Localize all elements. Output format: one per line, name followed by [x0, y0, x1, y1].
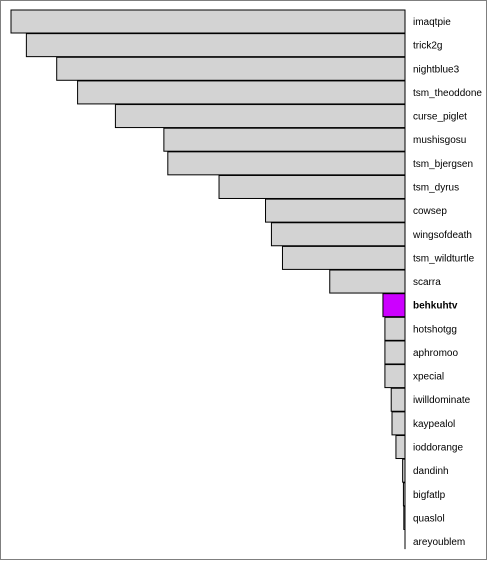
bar-label-bigfatlp: bigfatlp [413, 490, 446, 501]
bar-label-iwilldominate: iwilldominate [413, 395, 471, 406]
bar-kaypealol [391, 411, 406, 436]
bar-label-cowsep: cowsep [413, 206, 447, 217]
bar-iwilldominate [390, 387, 406, 412]
bar-trick2g [25, 33, 406, 58]
bar-ioddorange [395, 435, 406, 460]
bar-tsm_theoddone [77, 80, 406, 105]
bar-label-curse_piglet: curse_piglet [413, 112, 467, 123]
bar-label-hotshotgg: hotshotgg [413, 324, 457, 335]
bar-label-scarra: scarra [413, 277, 441, 288]
bar-label-xpecial: xpecial [413, 372, 444, 383]
bar-label-behkuhtv: behkuhtv [413, 301, 458, 312]
bar-xpecial [384, 364, 406, 389]
bar-cowsep [265, 198, 406, 223]
bar-label-nightblue3: nightblue3 [413, 64, 460, 75]
bar-label-trick2g: trick2g [413, 41, 442, 52]
bar-label-tsm_bjergsen: tsm_bjergsen [413, 159, 473, 170]
bar-label-wingsofdeath: wingsofdeath [412, 230, 472, 241]
bar-label-tsm_wildturtle: tsm_wildturtle [413, 253, 475, 264]
bar-nightblue3 [56, 56, 406, 81]
bar-aphromoo [384, 340, 406, 365]
bar-label-aphromoo: aphromoo [413, 348, 458, 359]
bar-label-kaypealol: kaypealol [413, 419, 455, 430]
bar-mushisgosu [163, 127, 406, 152]
bar-wingsofdeath [270, 222, 406, 247]
bar-scarra [329, 269, 406, 294]
bar-curse_piglet [114, 104, 406, 129]
bar-imaqtpie [10, 9, 406, 34]
bar-label-mushisgosu: mushisgosu [413, 135, 466, 146]
bar-behkuhtv [382, 293, 406, 318]
bar-label-imaqtpie: imaqtpie [413, 17, 451, 28]
bar-label-ioddorange: ioddorange [413, 443, 463, 454]
bar-label-areyoublem: areyoublem [413, 537, 465, 548]
bar-tsm_dyrus [218, 174, 406, 199]
bar-label-dandinh: dandinh [413, 466, 449, 477]
bar-tsm_wildturtle [281, 245, 406, 270]
bar-tsm_bjergsen [167, 151, 406, 176]
bar-label-tsm_theoddone: tsm_theoddone [413, 88, 482, 99]
bar-label-quaslol: quaslol [413, 513, 445, 524]
bar-label-tsm_dyrus: tsm_dyrus [413, 182, 459, 193]
bar-hotshotgg [384, 316, 406, 341]
